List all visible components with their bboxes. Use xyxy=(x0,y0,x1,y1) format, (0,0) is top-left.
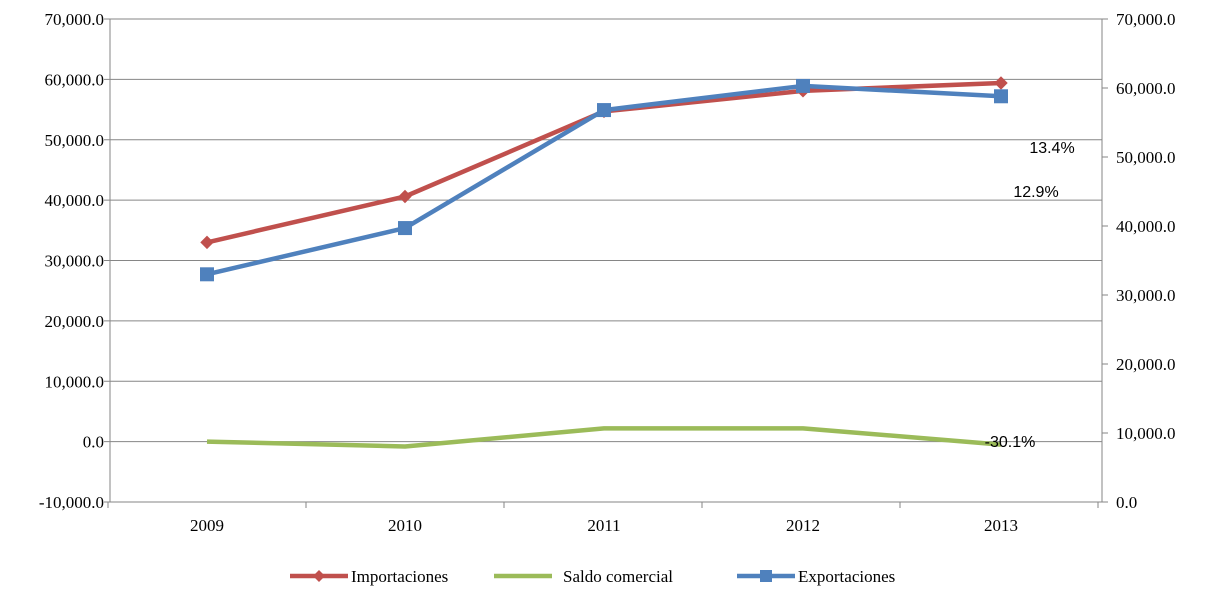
right-tick-label: 60,000.0 xyxy=(1116,79,1176,98)
x-tick-label: 2012 xyxy=(786,516,820,535)
left-tick-label: 0.0 xyxy=(83,433,104,452)
data-point-square xyxy=(796,78,810,93)
right-tick-label: 40,000.0 xyxy=(1116,217,1176,236)
annotations: 13.4% 12.9% -30.1% xyxy=(985,140,1075,451)
left-tick-label: 30,000.0 xyxy=(45,252,105,271)
legend-marker xyxy=(313,570,325,582)
data-point-diamond xyxy=(994,76,1008,90)
legend-item: Exportaciones xyxy=(737,567,895,586)
data-point-square xyxy=(597,103,611,118)
series-importaciones xyxy=(200,76,1008,250)
left-axis-ticks: -10,000.0 0.0 10,000.0 20,000.0 30,000.0 40,0… xyxy=(39,10,110,512)
legend-label: Exportaciones xyxy=(798,567,895,586)
annotation-label: -30.1% xyxy=(985,434,1036,451)
right-tick-label: 70,000.0 xyxy=(1116,10,1176,29)
series-saldo-comercial xyxy=(206,426,1002,449)
legend-label: Importaciones xyxy=(351,567,448,586)
legend-marker xyxy=(760,570,772,582)
annotation-label: 12.9% xyxy=(1013,184,1058,201)
data-point-diamond xyxy=(200,235,214,250)
right-tick-label: 10,000.0 xyxy=(1116,424,1176,443)
right-tick-label: 30,000.0 xyxy=(1116,286,1176,305)
x-tick-label: 2011 xyxy=(587,516,620,535)
right-tick-label: 50,000.0 xyxy=(1116,148,1176,167)
left-tick-label: 40,000.0 xyxy=(45,191,105,210)
series-line xyxy=(206,426,1002,449)
series-exportaciones xyxy=(200,78,1008,282)
annotation-label: 13.4% xyxy=(1029,140,1074,157)
data-point-square xyxy=(398,221,412,236)
left-tick-label: -10,000.0 xyxy=(39,493,104,512)
data-point-square xyxy=(200,267,214,282)
x-tick-label: 2013 xyxy=(984,516,1018,535)
x-tick-label: 2009 xyxy=(190,516,224,535)
right-tick-label: 0.0 xyxy=(1116,493,1137,512)
legend: Importaciones Saldo comercial Exportacione… xyxy=(290,567,895,586)
series xyxy=(200,76,1008,449)
legend-item: Importaciones xyxy=(290,567,448,586)
left-tick-label: 10,000.0 xyxy=(45,372,105,391)
right-axis-ticks: 0.0 10,000.0 20,000.0 30,000.0 40,000.0 50,00… xyxy=(1102,10,1176,512)
data-point-diamond xyxy=(398,189,412,204)
x-axis-ticks: 2009 2010 2011 2012 2013 xyxy=(107,502,1099,535)
legend-label: Saldo comercial xyxy=(563,567,673,586)
left-tick-label: 70,000.0 xyxy=(45,10,105,29)
right-tick-label: 20,000.0 xyxy=(1116,355,1176,374)
data-point-square xyxy=(994,89,1008,104)
legend-item: Saldo comercial xyxy=(494,567,673,586)
x-tick-label: 2010 xyxy=(388,516,422,535)
left-tick-label: 60,000.0 xyxy=(45,70,105,89)
left-tick-label: 20,000.0 xyxy=(45,312,105,331)
left-tick-label: 50,000.0 xyxy=(45,131,105,150)
